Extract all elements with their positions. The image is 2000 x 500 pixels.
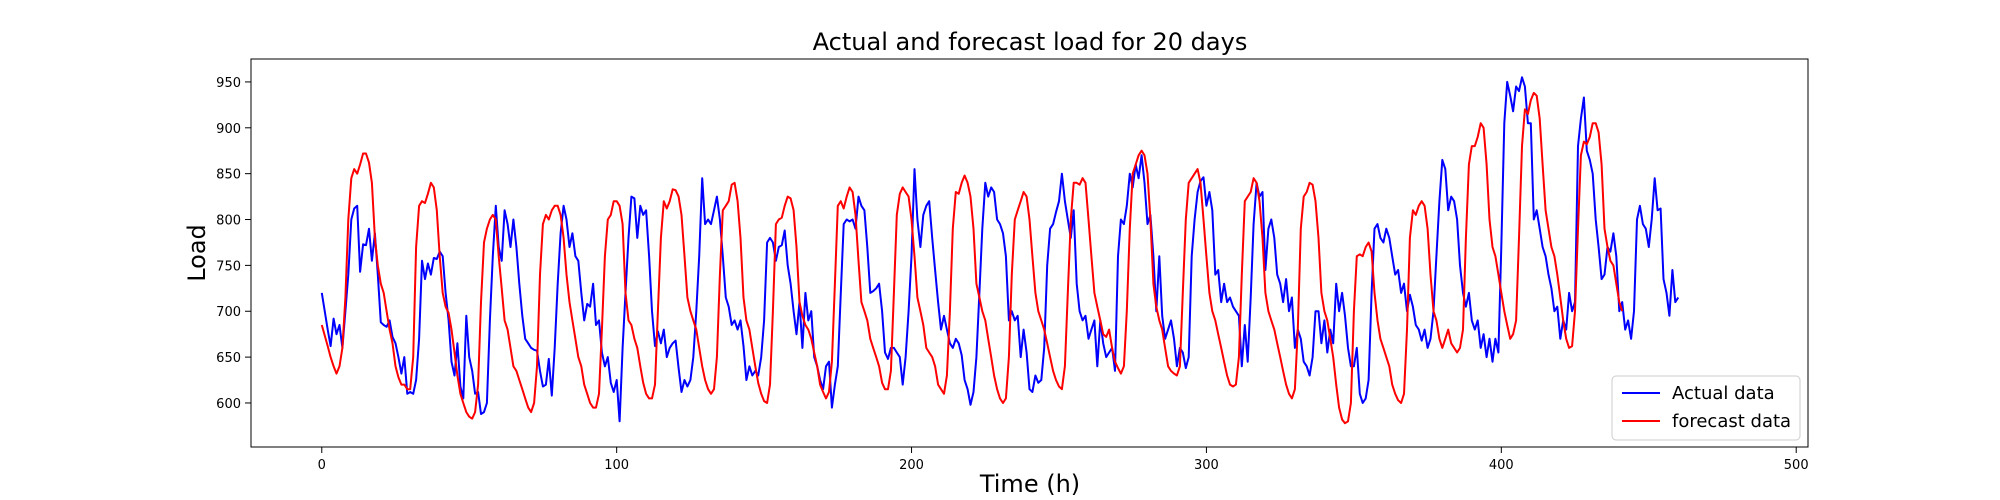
- y-tick-label: 700: [216, 305, 241, 320]
- legend-label-actual: Actual data: [1672, 383, 1775, 404]
- y-tick-label: 750: [216, 259, 241, 274]
- x-tick-label: 500: [1784, 458, 1809, 473]
- y-axis: 600 650 700 750 800 850 900 950: [216, 76, 251, 412]
- y-tick-label: 950: [216, 76, 241, 91]
- series-forecast-line: [320, 91, 1624, 425]
- plot-area-frame: [250, 58, 1809, 448]
- y-tick-label: 800: [216, 214, 241, 229]
- x-tick-label: 200: [899, 458, 924, 473]
- legend-label-forecast: forecast data: [1672, 411, 1791, 432]
- y-tick-label: 850: [216, 168, 241, 183]
- y-axis-title: Load: [183, 224, 211, 282]
- y-tick-label: 600: [216, 397, 241, 412]
- y-tick-label: 650: [216, 351, 241, 366]
- chart-title: Actual and forecast load for 20 days: [813, 28, 1248, 56]
- y-tick-label: 900: [216, 122, 241, 137]
- x-axis-title: Time (h): [979, 470, 1080, 498]
- series-actual-line: [320, 76, 1680, 423]
- x-tick-label: 300: [1194, 458, 1219, 473]
- x-axis: 0 100 200 300 400 500: [318, 447, 1809, 473]
- x-tick-label: 100: [604, 458, 629, 473]
- x-tick-label: 400: [1489, 458, 1514, 473]
- x-tick-label: 0: [318, 458, 326, 473]
- series-layer: [320, 76, 1680, 425]
- legend: Actual data forecast data: [1611, 375, 1801, 441]
